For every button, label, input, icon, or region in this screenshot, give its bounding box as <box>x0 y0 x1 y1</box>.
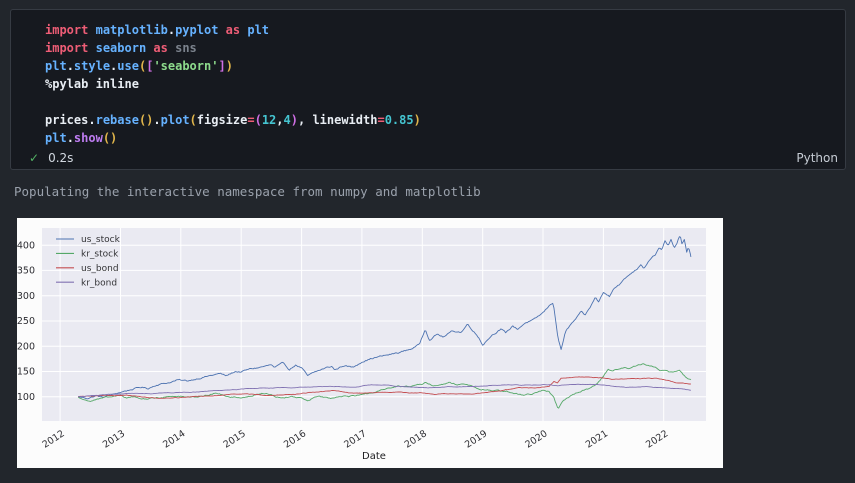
legend-label: us_stock <box>81 235 121 245</box>
svg-text:300: 300 <box>17 291 35 302</box>
execution-duration: 0.2s <box>48 151 74 165</box>
axes-area <box>42 228 706 421</box>
series-line-kr_stock <box>77 363 692 409</box>
svg-text:400: 400 <box>17 240 35 251</box>
series-line-us_stock <box>77 236 692 400</box>
series-line-kr_bond <box>78 383 691 398</box>
chart-legend: us_stock kr_stock us_bond kr_bond <box>56 235 121 288</box>
grid-lines <box>42 228 706 421</box>
svg-text:350: 350 <box>17 266 35 277</box>
code-line: prices.rebase().plot(figsize=(12,4), lin… <box>45 113 421 127</box>
code-line: plt.show() <box>45 131 118 145</box>
legend-label: us_bond <box>81 264 119 274</box>
code-line: plt.style.use(['seaborn']) <box>45 59 233 73</box>
legend-label: kr_bond <box>81 278 117 288</box>
series-line-us_bond <box>78 376 691 399</box>
kernel-language-label[interactable]: Python <box>796 151 838 165</box>
cell-status-bar: ✓ 0.2s Python <box>11 147 845 169</box>
notebook-code-cell[interactable]: import matplotlib.pyplot as plt import se… <box>10 9 846 170</box>
y-axis-tick-labels: 100 150 200 250 300 350 400 <box>17 240 35 403</box>
code-line: import matplotlib.pyplot as plt <box>45 23 270 37</box>
code-line: %pylab inline <box>45 77 139 91</box>
svg-text:150: 150 <box>17 367 35 378</box>
x-axis-label: Date <box>362 451 386 462</box>
svg-text:200: 200 <box>17 341 35 352</box>
svg-text:100: 100 <box>17 392 35 403</box>
code-editor[interactable]: import matplotlib.pyplot as plt import se… <box>11 10 845 147</box>
svg-text:250: 250 <box>17 316 35 327</box>
code-line: import seaborn as sns <box>45 41 197 55</box>
matplotlib-figure-output: 100 150 200 250 300 350 400 2012 2013 2014 2015 201… <box>17 218 723 468</box>
code-line <box>45 93 837 111</box>
success-check-icon: ✓ <box>29 151 40 165</box>
stream-output-text: Populating the interactive namespace fro… <box>14 184 481 199</box>
legend-label: kr_stock <box>81 250 119 260</box>
